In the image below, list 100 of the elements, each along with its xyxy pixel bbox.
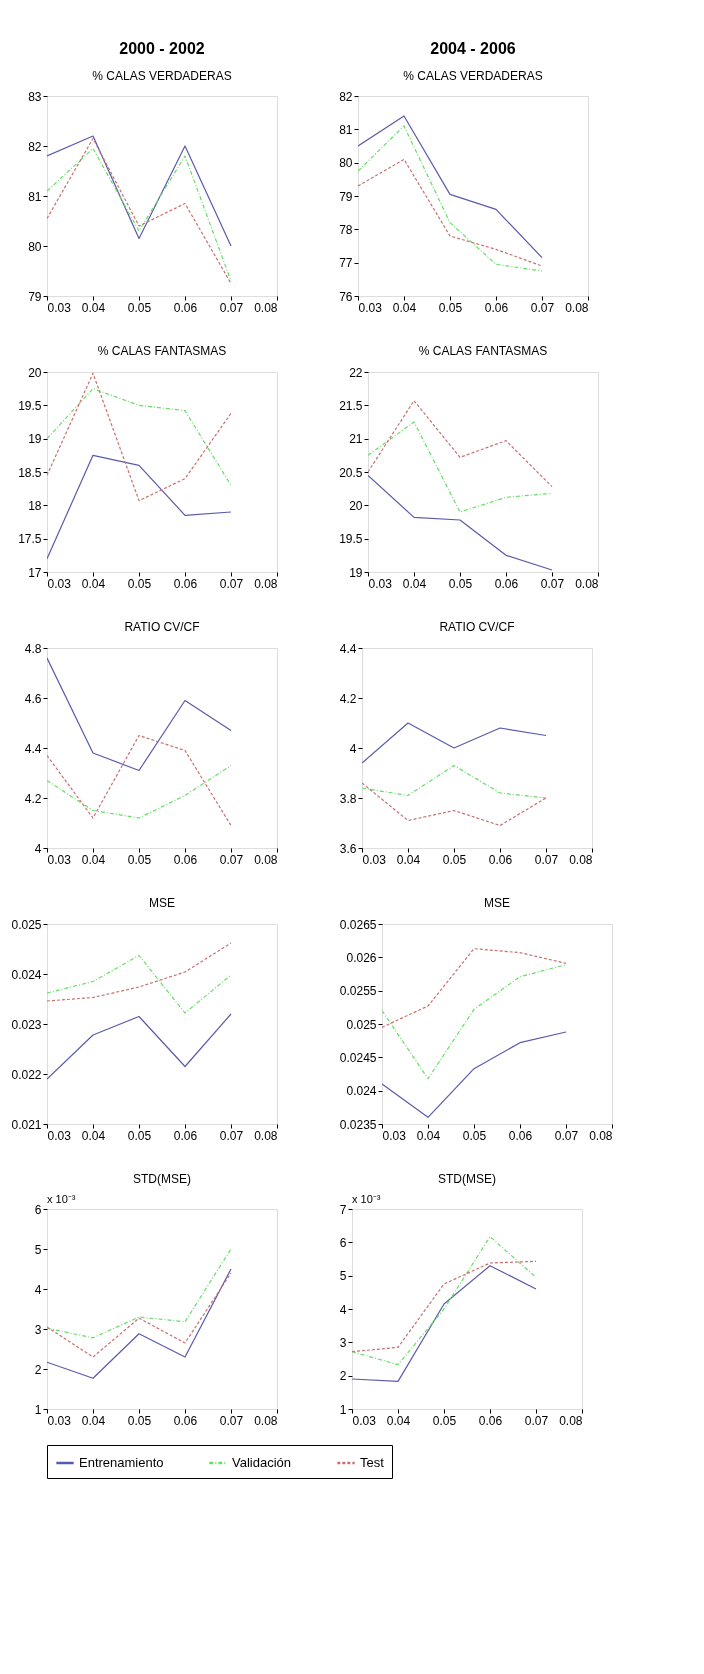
x-tick-label: 0.04 — [81, 576, 106, 591]
x-tick-label: 0.08 — [254, 300, 278, 315]
x-tick-label: 0.08 — [565, 300, 589, 315]
chart-title: RATIO CV/CF — [439, 620, 515, 634]
line-series — [47, 764, 232, 819]
x-tick-label: 0.08 — [575, 576, 599, 591]
y-tick-label: 79 — [339, 189, 353, 204]
chart-title: MSE — [483, 896, 511, 910]
x-tick-label: 0.03 — [47, 1413, 72, 1428]
y-tick-label: 78 — [339, 222, 353, 237]
x-tick-label: 0.07 — [554, 1128, 579, 1143]
x-tick-label: 0.06 — [173, 852, 198, 867]
x-tick-label: 0.07 — [219, 852, 244, 867]
y-tick-label: 4 — [34, 1282, 42, 1297]
y-tick-label: 0.022 — [11, 1067, 42, 1082]
x-tick-label: 0.05 — [127, 852, 152, 867]
y-tick-label: 1 — [34, 1402, 42, 1417]
y-tick-label: 17.5 — [18, 532, 42, 547]
line-series — [368, 421, 553, 513]
y-tick-label: 4.4 — [339, 641, 357, 656]
x-tick-label: 0.08 — [569, 852, 593, 867]
x-tick-label: 0.03 — [47, 1128, 72, 1143]
y-tick-label: 4.2 — [339, 691, 357, 706]
x-tick-label: 0.05 — [127, 576, 152, 591]
chart-title: RATIO CV/CF — [124, 620, 200, 634]
y-tick-label: 19 — [28, 432, 42, 447]
x-tick-label: 0.08 — [254, 1128, 278, 1143]
y-tick-label: 0.0265 — [339, 917, 377, 932]
chart-title: % CALAS FANTASMAS — [97, 344, 227, 358]
y-tick-label: 0.026 — [346, 950, 377, 965]
line-series — [362, 782, 547, 827]
y-tick-label: 81 — [339, 122, 353, 137]
y-tick-label: 0.025 — [11, 917, 42, 932]
y-tick-label: 80 — [339, 156, 353, 171]
line-series — [47, 657, 232, 772]
x-tick-label: 0.03 — [47, 300, 72, 315]
y-tick-label: 0.0245 — [339, 1050, 377, 1065]
x-tick-label: 0.05 — [432, 1413, 457, 1428]
text: 2004 - 2006 — [430, 40, 516, 57]
line-series — [47, 372, 232, 502]
x-tick-label: 0.07 — [219, 576, 244, 591]
line-series — [47, 135, 232, 247]
y-tick-label: 19.5 — [339, 532, 363, 547]
x-tick-label: 0.04 — [81, 300, 106, 315]
x-tick-label: 0.08 — [254, 852, 278, 867]
x-tick-label: 0.05 — [127, 1413, 152, 1428]
line-series — [362, 764, 547, 799]
chart-title: STD(MSE) — [133, 1172, 191, 1186]
line-series — [358, 158, 543, 267]
x-tick-label: 0.03 — [47, 852, 72, 867]
y-tick-label: 3.6 — [339, 841, 357, 856]
y-tick-label: 5 — [34, 1242, 42, 1257]
x-tick-label: 0.06 — [173, 1128, 198, 1143]
x-tick-label: 0.03 — [382, 1128, 407, 1143]
x-tick-label: 0.03 — [368, 576, 393, 591]
line-series — [47, 1268, 232, 1379]
y-tick-label: 82 — [28, 139, 42, 154]
x-tick-label: 0.06 — [508, 1128, 533, 1143]
line-series — [352, 1260, 537, 1353]
chart-title: STD(MSE) — [438, 1172, 496, 1186]
chart-title: % CALAS VERDADERAS — [92, 69, 232, 83]
text: 2000 - 2002 — [119, 40, 205, 57]
legend-label: Test — [360, 1455, 385, 1470]
y-tick-label: 1 — [339, 1402, 347, 1417]
chart-title: MSE — [148, 896, 176, 910]
y-tick-label: 20 — [28, 365, 42, 380]
y-tick-label: 0.021 — [11, 1117, 42, 1132]
x-tick-label: 0.05 — [127, 1128, 152, 1143]
y-tick-label: 17 — [28, 565, 42, 580]
x-tick-label: 0.03 — [352, 1413, 377, 1428]
x-tick-label: 0.06 — [173, 300, 198, 315]
x-tick-label: 0.07 — [534, 852, 559, 867]
y-tick-label: 3.8 — [339, 791, 357, 806]
y-tick-label: 3 — [34, 1322, 42, 1337]
x-tick-label: 0.06 — [484, 300, 509, 315]
x-tick-label: 0.03 — [358, 300, 383, 315]
x-tick-label: 0.04 — [386, 1413, 411, 1428]
x-tick-label: 0.06 — [173, 1413, 198, 1428]
line-series — [368, 400, 553, 488]
x-tick-label: 0.04 — [402, 576, 427, 591]
y-tick-label: 2 — [34, 1362, 42, 1377]
line-series — [352, 1236, 537, 1366]
y-tick-label: 0.024 — [346, 1084, 377, 1099]
line-series — [47, 954, 232, 1014]
x-tick-label: 0.08 — [559, 1413, 583, 1428]
x-tick-label: 0.04 — [81, 852, 106, 867]
y-tick-label: 77 — [339, 256, 353, 271]
x-tick-label: 0.03 — [362, 852, 387, 867]
x-tick-label: 0.05 — [442, 852, 467, 867]
y-tick-label: 82 — [339, 89, 353, 104]
y-tick-label: 21 — [349, 432, 363, 447]
x-tick-label: 0.08 — [254, 576, 278, 591]
x-tick-label: 0.07 — [524, 1413, 549, 1428]
y-tick-label: 4 — [339, 1302, 347, 1317]
y-tick-label: 4 — [34, 841, 42, 856]
x-tick-label: 0.07 — [540, 576, 565, 591]
y-tick-label: 4 — [349, 741, 357, 756]
y-tick-label: 0.0255 — [339, 984, 377, 999]
x-tick-label: 0.05 — [448, 576, 473, 591]
y-tick-label: 4.2 — [24, 791, 42, 806]
